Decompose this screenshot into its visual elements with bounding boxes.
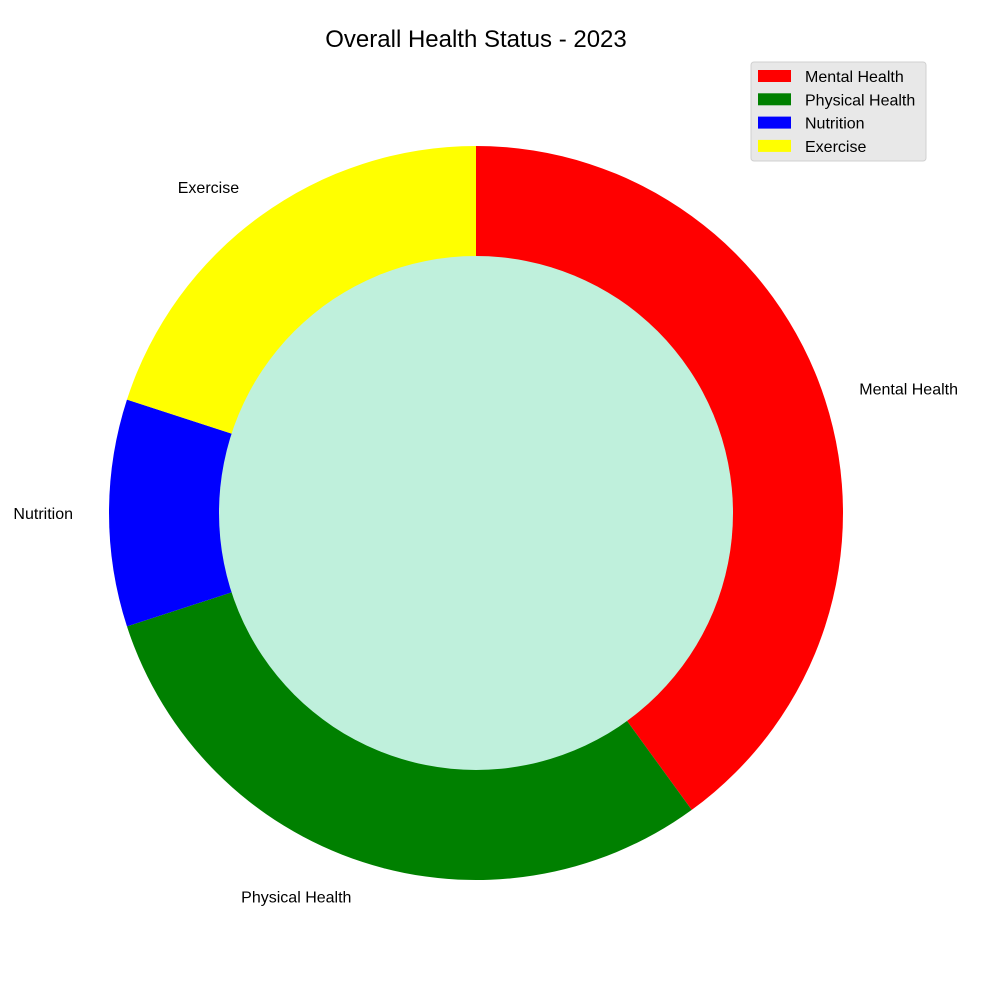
slice-label-exercise: Exercise (178, 180, 239, 197)
chart-title: Overall Health Status - 2023 (325, 26, 627, 53)
legend-swatch-mental-health (758, 70, 791, 82)
donut-center (219, 256, 733, 770)
slice-label-mental-health: Mental Health (859, 381, 958, 398)
legend-swatch-physical-health (758, 93, 791, 106)
slice-labels: Mental Health Physical Health Nutrition Exe… (13, 180, 958, 906)
legend-label-physical-health: Physical Health (805, 92, 915, 109)
slice-label-nutrition: Nutrition (13, 506, 73, 523)
legend-label-exercise: Exercise (805, 139, 866, 156)
legend-swatch-exercise (758, 139, 791, 152)
legend: Mental Health Physical Health Nutrition Exe… (750, 61, 927, 162)
legend-label-mental-health: Mental Health (805, 69, 904, 86)
legend-label-nutrition: Nutrition (805, 116, 865, 133)
legend-swatch-nutrition (758, 116, 791, 129)
slice-label-physical-health: Physical Health (241, 889, 351, 906)
legend-frame (750, 61, 927, 162)
